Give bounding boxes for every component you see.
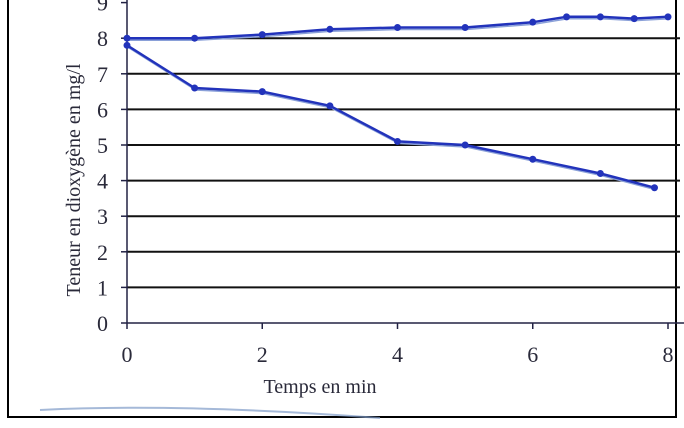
y-tick-label-2: 2	[97, 240, 108, 265]
series-1-point	[563, 13, 571, 21]
y-tick-label-9: 9	[97, 0, 108, 16]
series-1-point	[258, 31, 266, 39]
y-tick-label-4: 4	[97, 169, 108, 194]
series-1-point	[630, 15, 638, 23]
series-1-point	[461, 24, 469, 32]
series-1-point	[596, 13, 604, 21]
series-2-point	[529, 155, 537, 163]
series-2-line	[126, 44, 655, 189]
x-axis-label: Temps en min	[263, 376, 376, 398]
series-1-point	[529, 18, 537, 26]
chart-frame	[7, 0, 677, 418]
series-2-point	[650, 184, 658, 192]
grid-lines	[127, 37, 680, 289]
y-tick-label-6: 6	[97, 97, 108, 122]
series-2-point	[123, 41, 131, 49]
series-1-point	[394, 24, 401, 32]
x-tick-label-8: 8	[663, 342, 674, 367]
series-1-point	[664, 13, 672, 21]
axes	[121, 0, 684, 329]
series-1-point	[326, 25, 334, 33]
series-1-point	[123, 34, 131, 42]
y-tick-label-7: 7	[97, 62, 108, 87]
series-2-point	[461, 141, 469, 149]
series-2-point	[326, 102, 334, 110]
y-tick-labels: 0 1 2 3 4 5 6 7 8 9	[97, 0, 108, 336]
x-tick-label-2: 2	[257, 342, 268, 367]
y-tick-label-8: 8	[97, 26, 108, 51]
x-tick-label-6: 6	[527, 342, 538, 367]
y-tick-label-1: 1	[97, 275, 108, 300]
y-tick-label-5: 5	[97, 133, 108, 158]
series-2-point	[394, 137, 401, 145]
x-tick-labels: 0 2 4 6 8	[122, 342, 674, 367]
series-2-point	[191, 84, 199, 92]
y-tick-label-3: 3	[97, 204, 108, 229]
y-tick-label-0: 0	[97, 311, 108, 336]
scan-artifact-stroke	[39, 406, 381, 419]
series-1-point	[191, 34, 199, 42]
series-2-point	[258, 88, 266, 96]
x-tick-label-4: 4	[392, 342, 403, 367]
series-2-point	[596, 169, 604, 177]
x-tick-label-0: 0	[122, 342, 133, 367]
series-lines	[123, 13, 672, 192]
y-axis-label: Teneur en dioxygène en mg/l	[63, 63, 85, 296]
